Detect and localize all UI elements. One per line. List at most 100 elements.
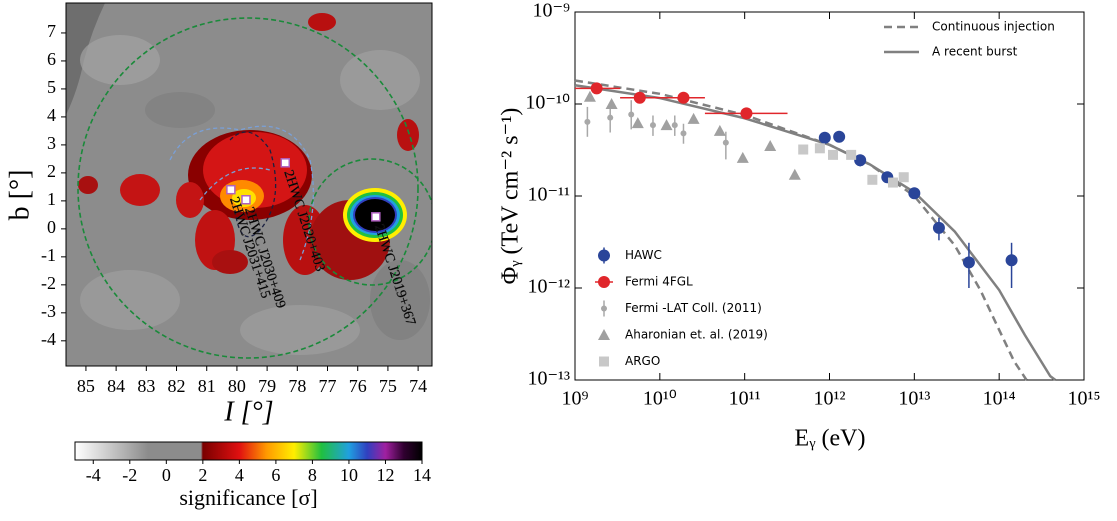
data-point (628, 111, 635, 118)
data-point (607, 114, 614, 121)
colorbar (74, 441, 423, 461)
y-tick-label: -1 (41, 245, 56, 265)
data-point (846, 149, 857, 160)
colorbar-tick-label: 2 (198, 465, 207, 485)
x-tick-label: 10¹³ (898, 388, 930, 410)
colorbar-tick-label: 4 (235, 465, 244, 485)
legend-label: A recent burst (932, 45, 1018, 59)
legend-swatch (601, 305, 607, 312)
data-point (1005, 254, 1018, 267)
y-axis-label: b [°] (4, 170, 35, 221)
y-tick-label: 5 (47, 77, 56, 97)
legend-label: Aharonian et. al. (2019) (625, 328, 768, 342)
data-point (798, 144, 809, 155)
data-point (962, 256, 975, 269)
y-tick-label: -2 (41, 273, 56, 293)
legend-label: Continuous injection (932, 20, 1055, 34)
source-marker (226, 184, 236, 195)
x-tick-label: 10⁹ (562, 388, 589, 410)
x-axis-label: I [°] (223, 396, 273, 427)
colorbar-tick-label: -2 (122, 465, 137, 485)
data-point (631, 117, 644, 129)
data-point (649, 122, 656, 129)
colorbar-tick-label: -4 (86, 465, 101, 485)
legend-label: HAWC (625, 248, 662, 262)
significance-map (66, 3, 432, 366)
source-marker (280, 158, 290, 168)
x-tick-label: 75 (379, 376, 397, 396)
data-point (671, 122, 678, 129)
data-point (932, 221, 945, 234)
x-tick-label: 80 (228, 376, 246, 396)
x-tick-label: 76 (349, 376, 367, 396)
legend-label: Fermi -LAT Coll. (2011) (625, 301, 762, 315)
data-point (764, 139, 777, 151)
data-point (887, 177, 898, 188)
x-tick-label: 10¹⁵ (1068, 388, 1101, 410)
data-point (583, 90, 596, 102)
y-tick-label: 6 (47, 49, 56, 69)
data-point (680, 130, 687, 137)
colorbar-label: significance [σ] (179, 485, 317, 510)
x-tick-label: 77 (319, 376, 337, 396)
y-tick-label: 2 (47, 161, 56, 181)
data-point (736, 151, 749, 163)
data-point (854, 154, 867, 167)
x-tick-label: 10¹⁴ (983, 388, 1016, 410)
colorbar-tick-label: 14 (413, 465, 431, 485)
y-tick-label: 10⁻¹² (527, 276, 570, 298)
data-point (818, 131, 831, 144)
data-point (590, 82, 603, 95)
legend-label: Fermi 4FGL (625, 275, 693, 289)
legend-swatch (598, 249, 610, 262)
legend-swatch (598, 329, 610, 340)
data-point (833, 130, 846, 143)
y-tick-label: 10⁻¹³ (527, 368, 570, 390)
x-tick-label: 78 (288, 376, 306, 396)
x-tick-label: 84 (107, 376, 125, 396)
x-tick-label: 85 (77, 376, 95, 396)
y-axis-label: Φᵧ (TeV cm⁻² s⁻¹) (498, 108, 524, 285)
data-point (722, 139, 729, 146)
data-point (898, 172, 909, 183)
x-tick-label: 10¹⁰ (643, 388, 677, 410)
y-tick-label: -4 (41, 329, 56, 349)
data-point (814, 143, 825, 154)
x-tick-label: 83 (137, 376, 155, 396)
source-marker (241, 195, 251, 205)
data-point (828, 149, 839, 160)
y-tick-label: 3 (47, 133, 56, 153)
y-tick-label: 1 (47, 189, 56, 209)
y-tick-label: 0 (47, 217, 56, 237)
y-tick-label: 7 (47, 21, 56, 41)
data-point (584, 118, 591, 125)
x-tick-label: 10¹² (814, 388, 846, 410)
data-point (677, 91, 690, 104)
data-point (687, 112, 700, 124)
source-marker (371, 212, 381, 222)
y-tick-label: 10⁻¹¹ (527, 184, 570, 206)
y-tick-label: 10⁻⁹ (532, 0, 570, 22)
colorbar-tick-label: 0 (162, 465, 171, 485)
x-axis-label: Eᵧ (eV) (795, 426, 866, 452)
data-point (713, 124, 726, 136)
data-point (740, 107, 753, 120)
y-tick-label: 4 (47, 105, 56, 125)
data-point (605, 98, 618, 109)
data-point (660, 119, 673, 131)
model-curve (574, 79, 1028, 381)
legend-swatch (599, 356, 609, 367)
colorbar-tick-label: 12 (376, 465, 394, 485)
data-point (867, 174, 878, 185)
data-point (633, 91, 646, 104)
data-point (788, 168, 801, 180)
x-tick-label: 79 (258, 376, 276, 396)
x-tick-label: 81 (198, 376, 216, 396)
x-tick-label: 74 (409, 376, 427, 396)
colorbar-tick-label: 10 (340, 465, 358, 485)
y-tick-label: 10⁻¹⁰ (525, 92, 570, 114)
x-tick-label: 10¹¹ (729, 388, 761, 410)
map-frame (65, 2, 433, 367)
legend-swatch (598, 276, 610, 288)
colorbar-tick-label: 8 (308, 465, 317, 485)
